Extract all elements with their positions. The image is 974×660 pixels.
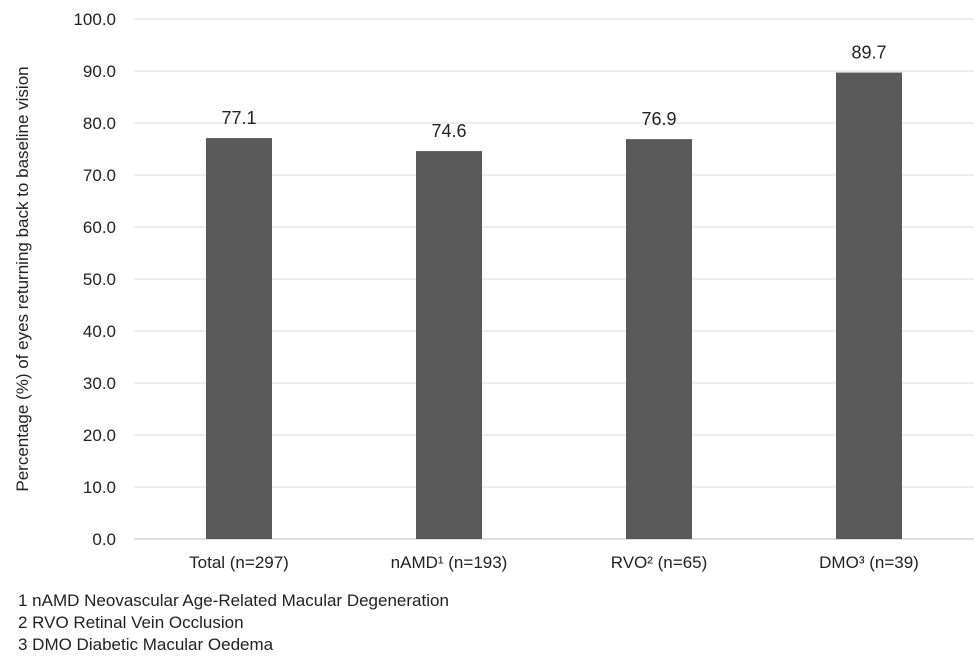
- bar: [836, 72, 902, 539]
- y-tick-label: 90.0: [83, 62, 116, 81]
- y-tick-label: 10.0: [83, 478, 116, 497]
- data-label: 89.7: [851, 43, 886, 63]
- y-tick-label: 30.0: [83, 374, 116, 393]
- category-label: nAMD¹ (n=193): [391, 553, 508, 572]
- footnote-namd: 1 nAMD Neovascular Age-Related Macular D…: [18, 591, 449, 610]
- data-label: 74.6: [431, 121, 466, 141]
- y-tick-label: 0.0: [92, 530, 116, 549]
- category-label: RVO² (n=65): [611, 553, 708, 572]
- gridlines: [134, 18, 974, 540]
- y-tick-label: 60.0: [83, 218, 116, 237]
- y-tick-label: 70.0: [83, 166, 116, 185]
- data-label: 76.9: [641, 109, 676, 129]
- data-labels: 77.1 74.6 76.9 89.7: [221, 43, 886, 142]
- y-tick-label: 80.0: [83, 114, 116, 133]
- data-label: 77.1: [221, 108, 256, 128]
- footnote-dmo: 3 DMO Diabetic Macular Oedema: [18, 635, 274, 654]
- bar: [206, 138, 272, 539]
- footnote-rvo: 2 RVO Retinal Vein Occlusion: [18, 613, 244, 632]
- y-tick-label: 100.0: [73, 10, 116, 29]
- y-tick-label: 50.0: [83, 270, 116, 289]
- bar: [416, 151, 482, 539]
- y-axis-ticks: 0.0 10.0 20.0 30.0 40.0 50.0 60.0 70.0 80.0 90.0 1…: [73, 10, 116, 549]
- bar: [626, 139, 692, 539]
- category-labels: Total (n=297) nAMD¹ (n=193) RVO² (n=65) DMO…: [189, 553, 919, 572]
- bar-chart: 0.0 10.0 20.0 30.0 40.0 50.0 60.0 70.0 80.0 90.0 1…: [13, 10, 974, 572]
- category-label: Total (n=297): [189, 553, 289, 572]
- bars: [206, 72, 902, 539]
- category-label: DMO³ (n=39): [819, 553, 919, 572]
- y-tick-label: 40.0: [83, 322, 116, 341]
- footnotes: 1 nAMD Neovascular Age-Related Macular D…: [18, 590, 449, 656]
- y-tick-label: 20.0: [83, 426, 116, 445]
- y-axis-label: Percentage (%) of eyes returning back to…: [13, 66, 32, 491]
